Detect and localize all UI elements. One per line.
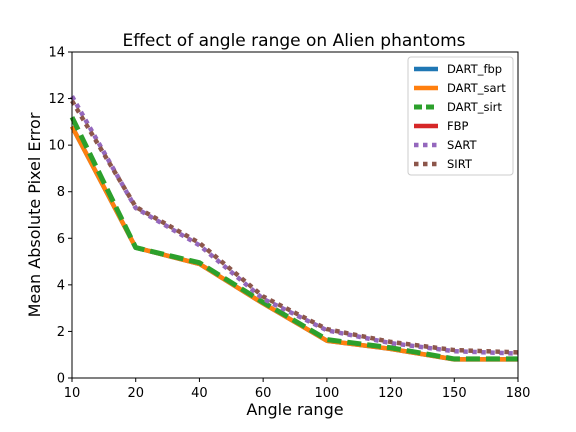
x-axis: 10 20 40 60 100 120 150 180 <box>64 378 531 401</box>
x-tick-label: 10 <box>64 386 81 401</box>
y-tick-label: 14 <box>48 46 65 61</box>
legend-label-sart: SART <box>447 138 478 152</box>
y-tick-label: 2 <box>57 325 65 340</box>
series-layer <box>69 95 519 362</box>
series-line-sirt <box>70 99 519 355</box>
y-tick-label: 12 <box>48 92 65 107</box>
y-tick-label: 8 <box>57 185 65 200</box>
y-tick-label: 10 <box>48 139 65 154</box>
y-axis: 0 2 4 6 8 10 12 14 <box>48 46 72 387</box>
x-tick-label: 40 <box>191 386 208 401</box>
legend-label-dart-sirt: DART_sirt <box>447 100 502 114</box>
legend-label-dart-sart: DART_sart <box>447 81 506 95</box>
y-tick-label: 0 <box>57 372 65 387</box>
series-line-dart-sirt <box>69 116 518 362</box>
x-tick-label: 60 <box>255 386 272 401</box>
legend-label-fbp: FBP <box>447 119 469 133</box>
x-tick-label: 180 <box>506 386 531 401</box>
chart-title: Effect of angle range on Alien phantoms <box>122 31 465 51</box>
y-tick-label: 4 <box>57 278 65 293</box>
legend-label-sirt: SIRT <box>447 157 473 171</box>
plot-frame <box>71 51 519 379</box>
legend-label-dart-fbp: DART_fbp <box>447 62 502 76</box>
x-tick-label: 100 <box>314 386 339 401</box>
y-tick-label: 6 <box>57 232 65 247</box>
x-tick-label: 20 <box>127 386 144 401</box>
x-tick-label: 150 <box>442 386 467 401</box>
legend: DART_fbp DART_sart DART_sirt FBP SART SIRT <box>407 56 514 176</box>
y-axis-label: Mean Absolute Pixel Error <box>25 112 44 317</box>
x-axis-label: Angle range <box>246 400 343 419</box>
x-tick-label: 120 <box>378 386 403 401</box>
